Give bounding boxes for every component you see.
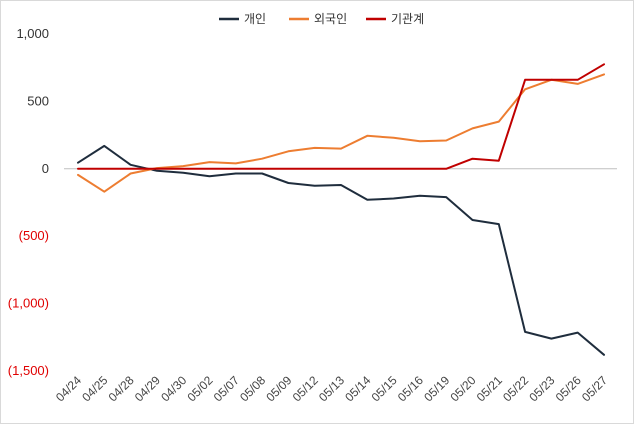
x-tick-label: 05/27 [579, 373, 610, 404]
legend-label: 외국인 [314, 12, 347, 26]
y-axis-ticks: 1,000 500 0 (500) (1,000) (1,500) [8, 26, 49, 378]
y-tick-label: 1,000 [16, 26, 49, 41]
legend-label: 개인 [244, 12, 266, 26]
x-tick-label: 05/08 [237, 373, 268, 404]
x-tick-label: 04/28 [106, 373, 137, 404]
x-tick-label: 04/29 [132, 373, 163, 404]
x-tick-label: 04/25 [79, 373, 110, 404]
x-tick-label: 05/22 [500, 373, 531, 404]
x-tick-label: 05/15 [369, 373, 400, 404]
x-tick-label: 04/30 [158, 373, 189, 404]
x-tick-label: 05/13 [316, 373, 347, 404]
x-tick-label: 05/14 [342, 373, 373, 404]
x-tick-label: 05/20 [447, 373, 478, 404]
x-tick-label: 05/12 [290, 373, 321, 404]
legend-label: 기관계 [391, 12, 424, 26]
x-tick-label: 05/21 [474, 373, 505, 404]
series-line-1 [77, 73, 605, 193]
x-axis-ticks: 04/2404/2504/2804/2904/3005/0205/0705/08… [53, 373, 610, 404]
x-tick-label: 05/02 [184, 373, 215, 404]
y-tick-label: 0 [42, 161, 49, 176]
y-tick-label: (500) [19, 228, 49, 243]
x-tick-label: 05/16 [395, 373, 426, 404]
y-tick-label: 500 [27, 93, 49, 108]
x-tick-label: 05/26 [553, 373, 584, 404]
x-tick-label: 05/07 [211, 373, 242, 404]
series-line-2 [77, 63, 605, 170]
series-line-0 [77, 144, 605, 356]
y-tick-label: (1,500) [8, 363, 49, 378]
legend: 개인 외국인 기관계 [219, 12, 424, 26]
x-tick-label: 05/23 [526, 373, 557, 404]
y-tick-label: (1,000) [8, 296, 49, 311]
series-lines [77, 63, 605, 356]
x-tick-label: 04/24 [53, 373, 84, 404]
x-tick-label: 05/09 [263, 373, 294, 404]
x-tick-label: 05/19 [421, 373, 452, 404]
